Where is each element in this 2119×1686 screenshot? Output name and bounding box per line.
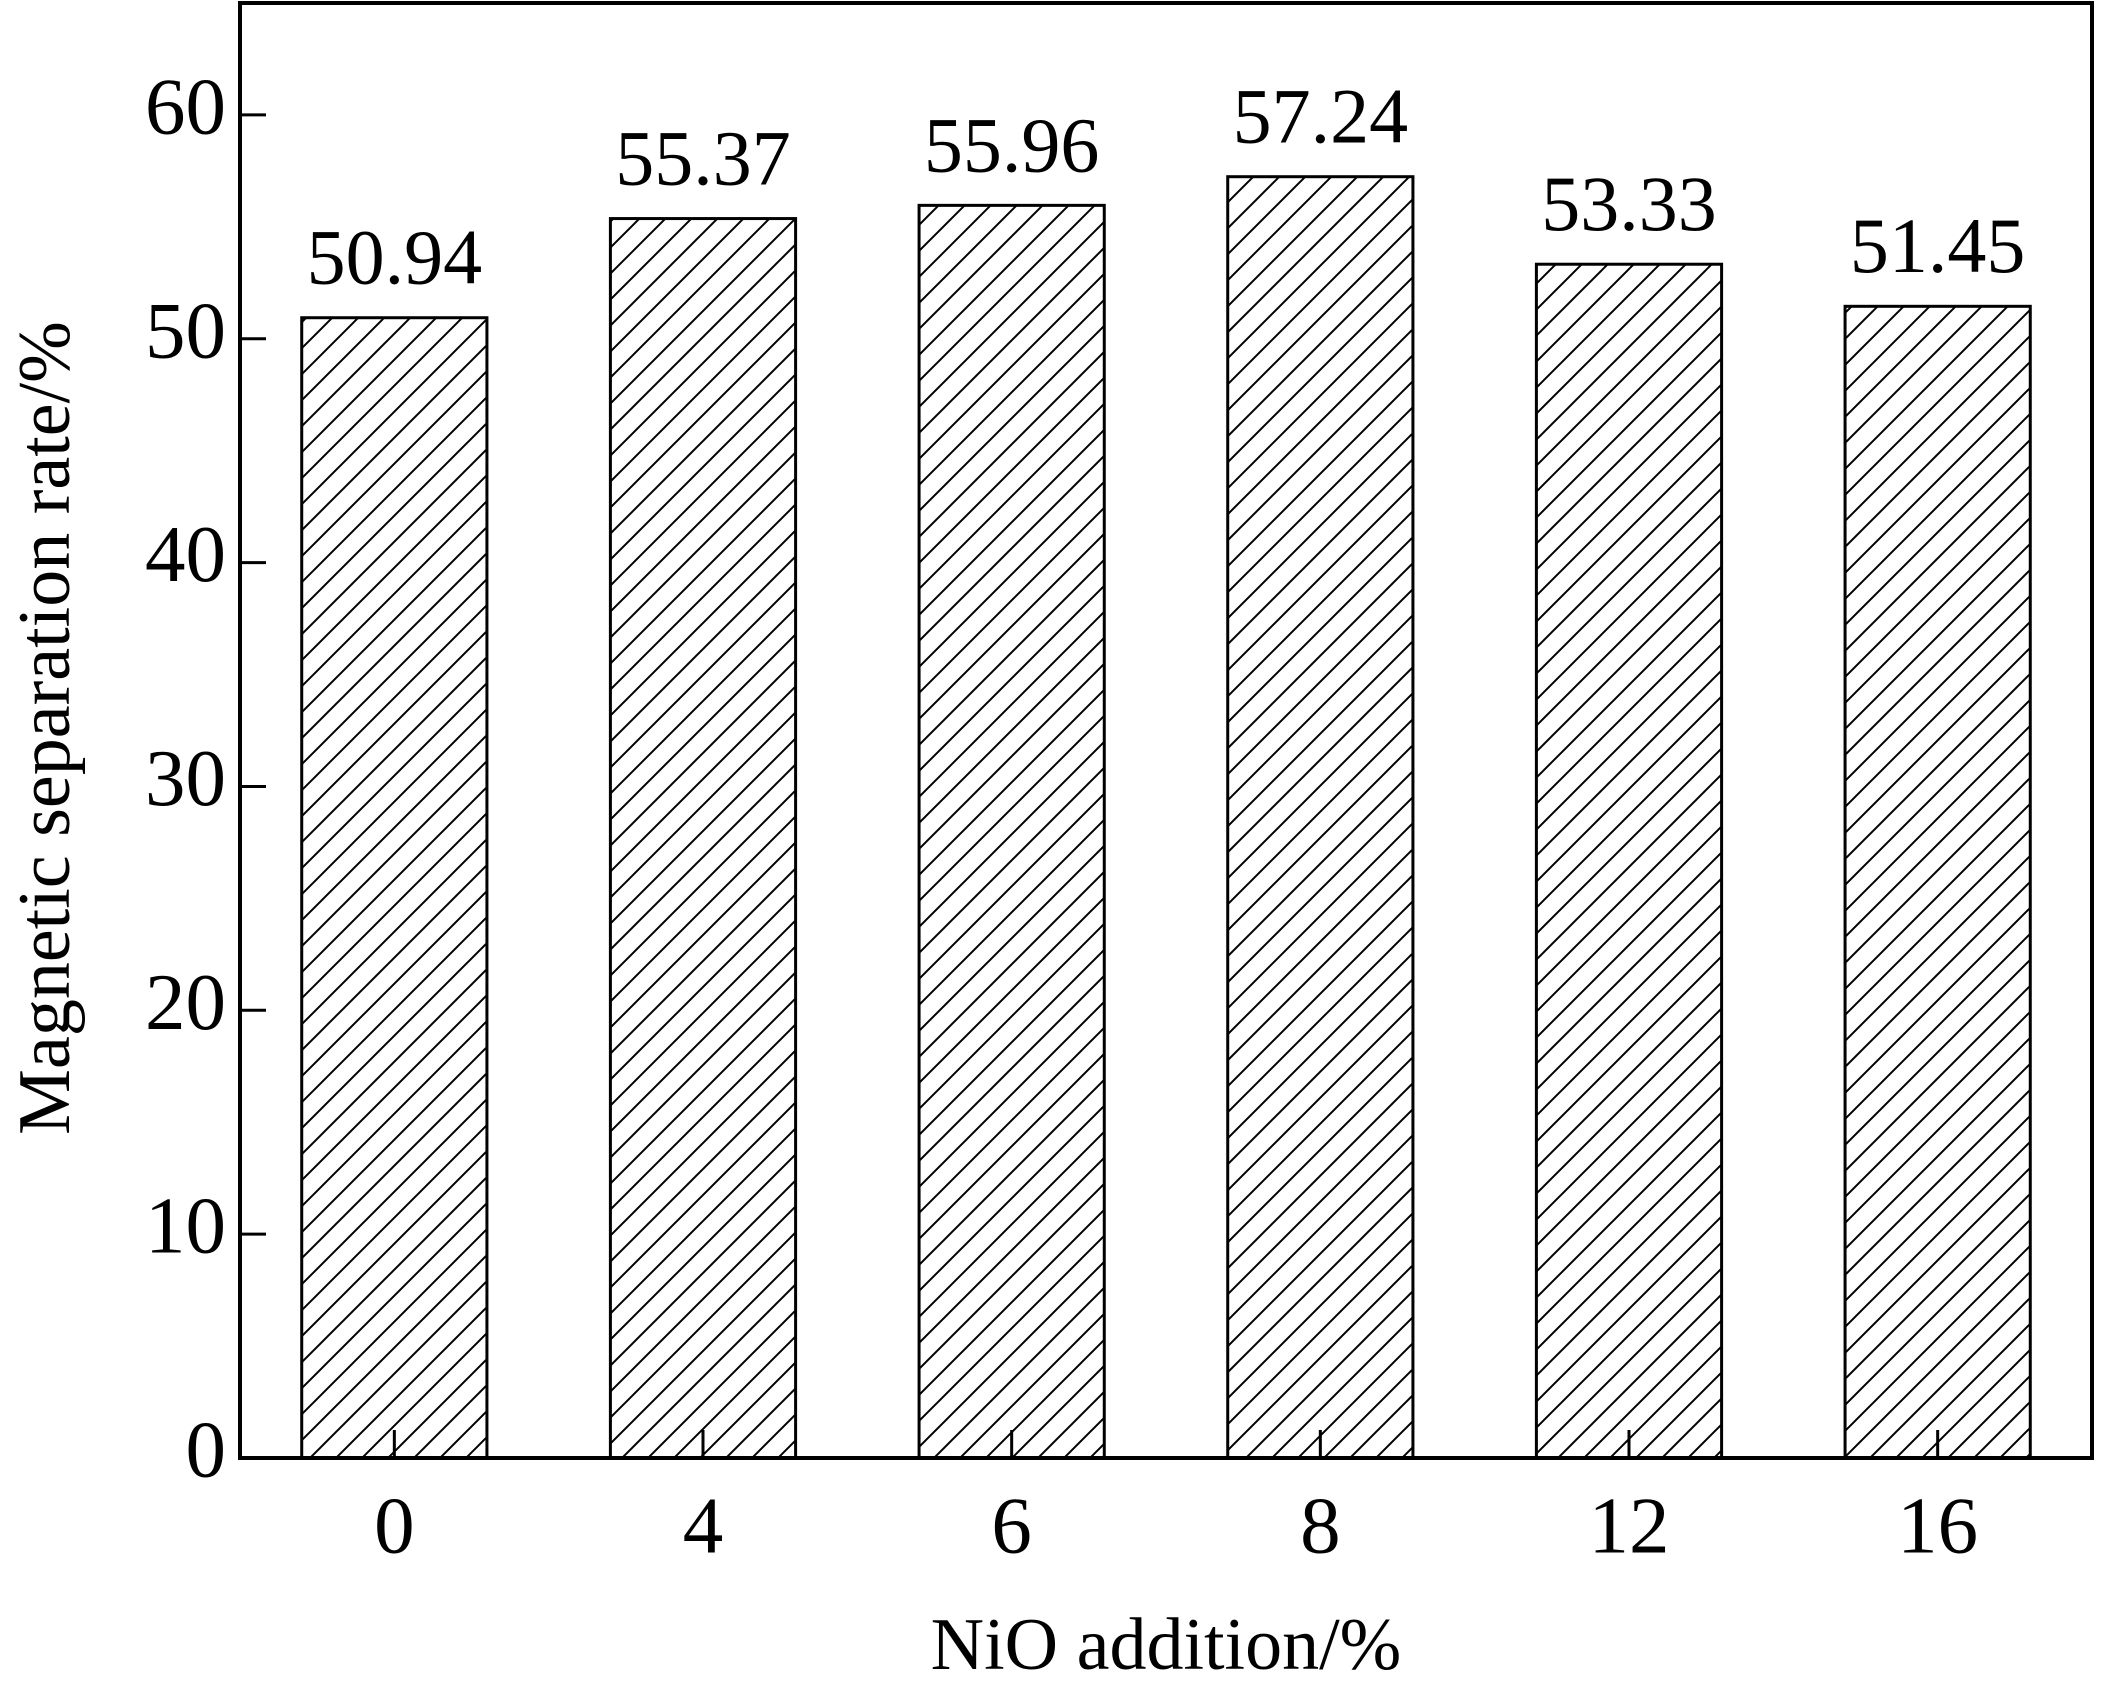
x-tick-label: 0 <box>374 1481 415 1571</box>
bar <box>300 316 489 1460</box>
y-tick-label: 50 <box>145 285 226 375</box>
x-tick-label: 8 <box>1300 1481 1341 1571</box>
y-tick-label: 60 <box>145 62 226 152</box>
y-tick-label: 40 <box>145 509 226 599</box>
plot-frame <box>238 1 2094 1460</box>
y-tick-label: 10 <box>145 1181 226 1271</box>
x-axis-label: NiO addition/% <box>931 1604 1402 1686</box>
bar <box>1534 262 1724 1460</box>
x-tick-label: 12 <box>1589 1481 1670 1571</box>
y-axis-label: Magnetic separation rate/% <box>4 321 86 1135</box>
x-tick-label: 4 <box>683 1481 724 1571</box>
data-label: 51.45 <box>1850 202 2026 289</box>
bar <box>917 203 1106 1460</box>
y-tick-label: 30 <box>145 733 226 823</box>
data-label: 53.33 <box>1541 160 1717 247</box>
x-tick-label: 6 <box>991 1481 1032 1571</box>
data-label: 57.24 <box>1233 73 1409 160</box>
bar <box>1843 304 2032 1460</box>
data-label: 55.37 <box>615 114 791 201</box>
data-label: 55.96 <box>924 101 1100 188</box>
bar <box>608 217 798 1460</box>
bar <box>1226 175 1415 1460</box>
x-tick-label: 16 <box>1897 1481 1978 1571</box>
data-label: 50.94 <box>307 214 483 301</box>
y-tick-label: 0 <box>186 1405 227 1495</box>
y-tick-label: 20 <box>145 957 226 1047</box>
